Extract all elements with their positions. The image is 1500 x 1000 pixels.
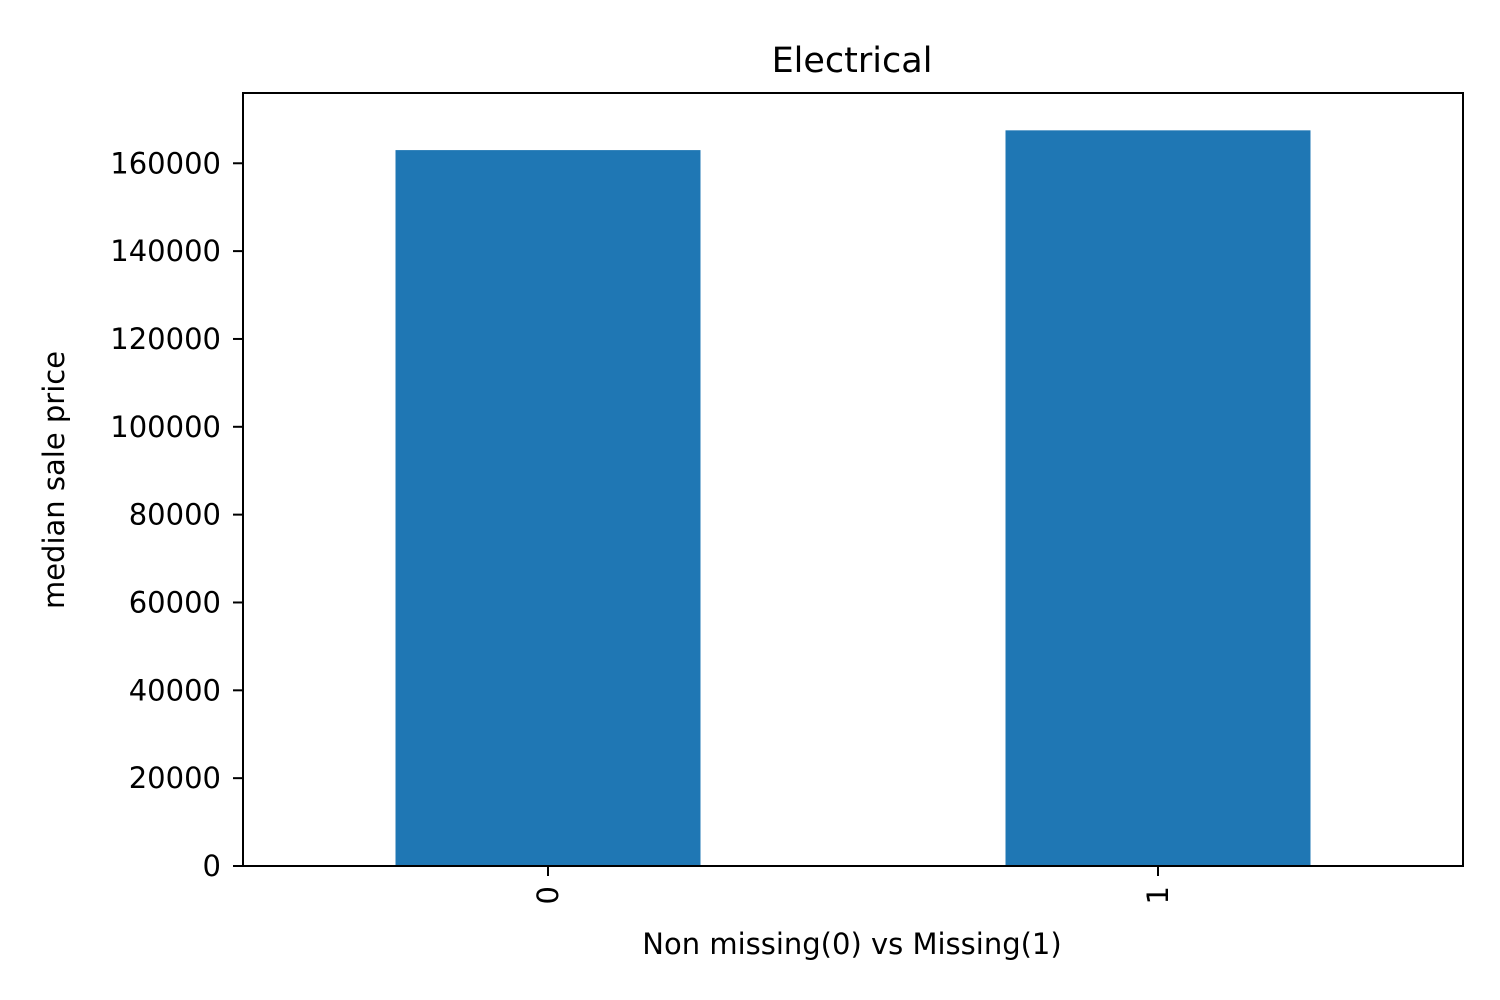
y-axis-label: median sale price [37, 351, 71, 609]
bars-layer [395, 130, 1311, 867]
y-tick-label: 160000 [110, 146, 221, 180]
chart-title: Electrical [772, 41, 933, 81]
y-tick-label: 140000 [110, 234, 221, 268]
y-tick-label: 80000 [129, 498, 221, 532]
y-tick-label: 60000 [129, 585, 221, 619]
x-tick-label: 1 [1141, 886, 1175, 904]
y-tick-label: 100000 [110, 410, 221, 444]
y-tick-label: 40000 [129, 673, 221, 707]
y-tick-label: 0 [203, 849, 221, 883]
plot-frame [242, 92, 1464, 867]
x-tick-label: 0 [531, 886, 565, 904]
y-tick-label: 20000 [129, 761, 221, 795]
y-tick-label: 120000 [110, 322, 221, 356]
x-axis-label: Non missing(0) vs Missing(1) [642, 927, 1061, 961]
bar-1 [1005, 130, 1311, 866]
y-axis: 0 20000 40000 60000 80000 100000 120000 140000 1… [110, 146, 243, 883]
bar-0 [395, 150, 701, 867]
